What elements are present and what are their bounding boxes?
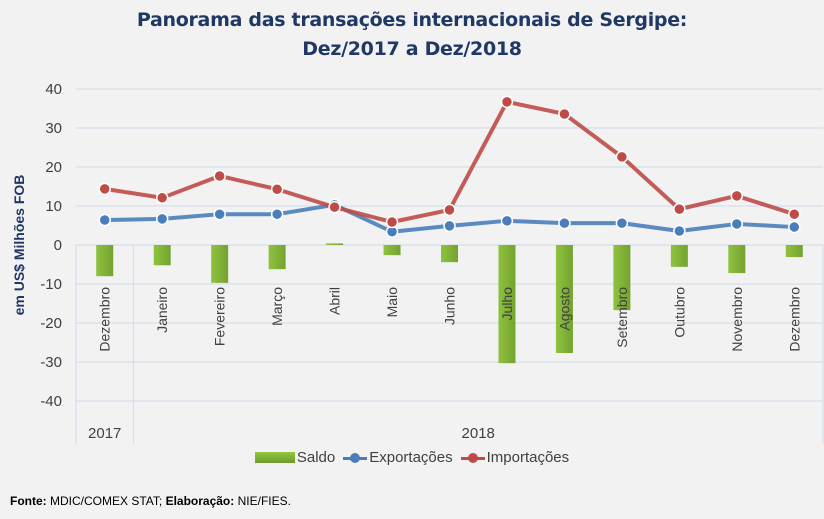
elaboracao-label: Elaboração: [165, 494, 235, 508]
importacoes-point [155, 191, 169, 205]
exportacoes-point [730, 217, 744, 231]
importacoes-point [270, 182, 284, 196]
category-label: Dezembro [97, 287, 113, 352]
saldo-bar [670, 245, 688, 267]
chart-title-line2: Dez/2017 a Dez/2018 [302, 38, 522, 60]
saldo-bar [555, 245, 573, 354]
saldo-bar [728, 245, 746, 274]
saldo-bar [268, 245, 286, 270]
saldo-bar [383, 245, 401, 256]
year-label: 2017 [88, 425, 121, 442]
category-label: Julho [499, 287, 515, 321]
category-label: Junho [442, 287, 458, 325]
line-series [98, 95, 801, 238]
y-tick-label: 10 [45, 198, 62, 215]
chart-title-line1: Panorama das transações internacionais d… [136, 9, 688, 31]
y-tick-label: -10 [40, 276, 62, 293]
legend-label: Exportações [369, 449, 453, 466]
category-label: Dezembro [786, 287, 802, 352]
y-tick-label: 20 [45, 159, 62, 176]
chart-title: Panorama das transações internacionais d… [0, 6, 824, 64]
legend-label: Importações [486, 449, 570, 466]
exportacoes-point [213, 207, 226, 221]
saldo-bar [211, 245, 229, 283]
fonte-label: Fonte: [10, 494, 47, 508]
source-note: Fonte: MDIC/COMEX STAT; Elaboração: NIE/… [10, 494, 291, 508]
importacoes-point [500, 95, 514, 109]
category-label: Janeiro [154, 287, 170, 333]
y-tick-label: -40 [40, 393, 62, 410]
y-axis-label: em US$ Milhões FOB [11, 175, 27, 316]
category-label: Agosto [556, 287, 572, 331]
y-tick-label: -20 [40, 315, 62, 332]
importacoes-line-marker-icon [460, 452, 485, 463]
legend-item-exportacoes[interactable]: Exportações [343, 449, 453, 466]
exportacoes-point [155, 212, 169, 226]
y-tick-label: 40 [45, 81, 62, 98]
y-tick-label: 30 [45, 120, 62, 137]
exportacoes-point [788, 220, 801, 234]
exportacoes-point [98, 213, 111, 227]
legend-item-importacoes[interactable]: Importações [460, 449, 570, 466]
importacoes-point [673, 202, 686, 216]
exportacoes-point [558, 216, 571, 230]
y-tick-labels: 40 30 20 10 0 -10 -20 -30 -40 [40, 81, 62, 410]
exportacoes-point [615, 216, 629, 230]
year-label: 2018 [462, 425, 495, 442]
saldo-bar [153, 245, 171, 266]
importacoes-point [98, 182, 111, 196]
year-labels: 2017 2018 [88, 425, 495, 442]
category-label: Outubro [671, 287, 687, 338]
category-label: Novembro [729, 287, 745, 352]
importacoes-point [213, 169, 226, 183]
importacoes-point [443, 203, 456, 217]
elaboracao-value: NIE/FIES. [234, 494, 291, 508]
y-tick-label: -30 [40, 354, 62, 371]
saldo-swatch-icon [254, 452, 295, 463]
y-tick-label: 0 [54, 237, 62, 254]
exportacoes-line-marker-icon [343, 452, 368, 463]
category-label: Setembro [614, 287, 630, 348]
saldo-bar [326, 243, 344, 245]
saldo-bar [96, 245, 114, 277]
exportacoes-point [500, 214, 514, 228]
exportacoes-point [270, 207, 284, 221]
category-label: Março [269, 287, 285, 326]
category-labels: Dezembro Janeiro Fevereiro Março Abril Maio Ju… [97, 287, 803, 352]
importacoes-point [558, 107, 571, 121]
fonte-value: MDIC/COMEX STAT; [46, 494, 166, 508]
saldo-bars [96, 243, 803, 364]
legend: Saldo Exportações Importações [0, 449, 824, 466]
saldo-bar [613, 245, 631, 311]
importacoes-point [615, 150, 629, 164]
importacoes-point [730, 189, 744, 203]
legend-item-saldo[interactable]: Saldo [254, 449, 336, 466]
importacoes-point [385, 215, 399, 229]
saldo-bar [785, 245, 803, 258]
exportacoes-point [443, 219, 456, 233]
category-label: Fevereiro [212, 287, 228, 346]
exportacoes-point [673, 224, 686, 238]
saldo-bar [441, 245, 458, 263]
importacoes-point [788, 207, 801, 221]
gridlines [75, 88, 824, 444]
saldo-bar [498, 245, 516, 364]
importacoes-point [328, 200, 341, 214]
legend-label: Saldo [296, 449, 336, 466]
category-label: Maio [384, 287, 400, 318]
category-label: Abril [327, 287, 343, 315]
